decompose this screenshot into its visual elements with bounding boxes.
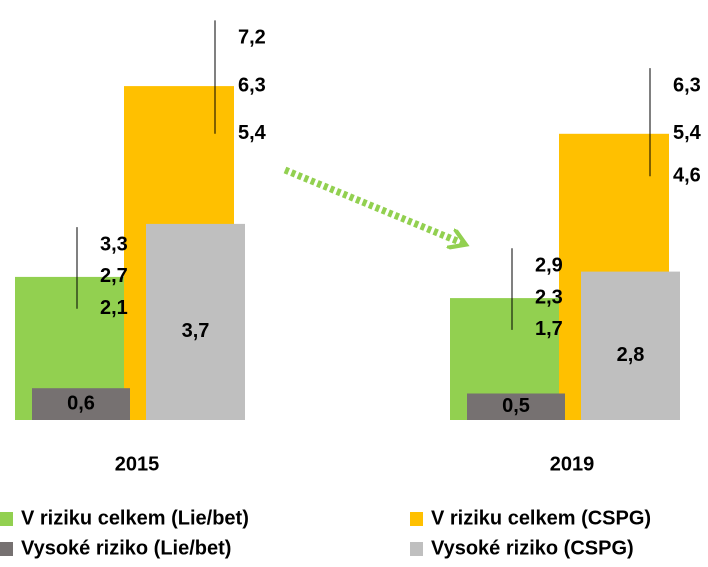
trend-arrow	[283, 166, 462, 243]
value-label: 0,5	[502, 395, 530, 417]
legend-swatch	[410, 512, 423, 526]
value-label: 6,3	[238, 74, 266, 96]
value-label: 2,3	[535, 286, 563, 308]
error-high-label: 2,9	[535, 255, 563, 277]
legend-label: Vysoké riziko (CSPG)	[431, 537, 634, 559]
legend-label: V riziku celkem (CSPG)	[431, 507, 651, 529]
bar	[32, 388, 130, 420]
error-low-label: 2,1	[100, 297, 128, 319]
legend-label: V riziku celkem (Lie/bet)	[21, 507, 249, 529]
error-high-label: 7,2	[238, 27, 266, 49]
error-low-label: 1,7	[535, 318, 563, 340]
x-tick-label: 2015	[115, 453, 160, 475]
bar	[581, 271, 680, 420]
error-low-label: 4,6	[673, 164, 701, 186]
legend-swatch	[0, 512, 13, 526]
value-label: 0,6	[67, 392, 95, 414]
legend-swatch	[410, 542, 423, 556]
error-high-label: 3,3	[100, 233, 128, 255]
legend-label: Vysoké riziko (Lie/bet)	[21, 537, 231, 559]
error-low-label: 5,4	[238, 122, 267, 144]
value-label: 2,7	[100, 265, 128, 287]
legend-swatch	[0, 542, 13, 556]
error-high-label: 6,3	[673, 74, 701, 96]
bar	[146, 223, 245, 420]
x-tick-label: 2019	[550, 453, 595, 475]
value-label: 5,4	[673, 122, 702, 144]
bar	[467, 393, 565, 420]
value-label: 3,7	[182, 320, 210, 342]
value-label: 2,8	[617, 344, 645, 366]
